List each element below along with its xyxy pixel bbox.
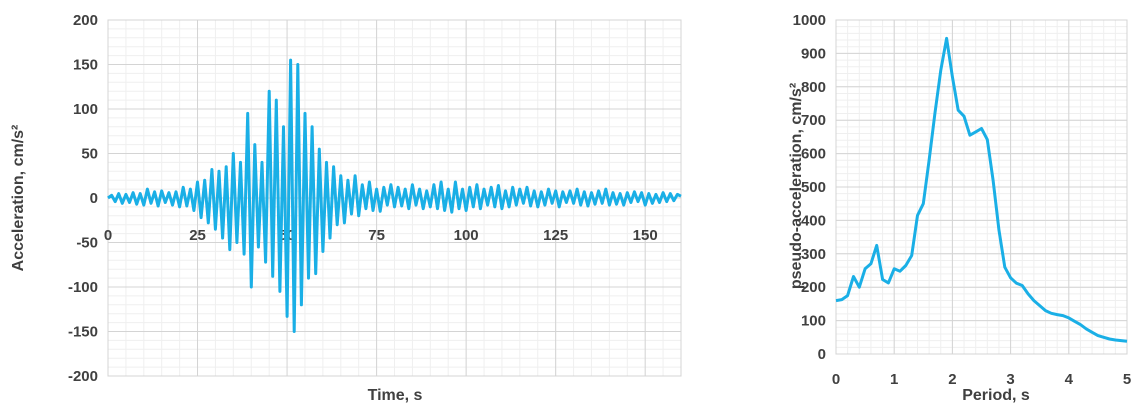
y-tick-labels: 0 100 200 300 400 500 600 700 800 900 1000 [793,12,826,363]
y-tick-label: -100 [68,279,98,296]
y-tick-label: 900 [801,45,826,62]
x-tick-label: 4 [1065,371,1074,388]
x-axis-title: Period, s [962,387,1030,404]
y-axis-title: Acceleration, cm/s² [10,125,27,272]
acceleration-time-chart: -200 -150 -100 -50 0 50 100 150 200 0 25 50 75 100 12… [10,12,682,404]
x-tick-label: 75 [368,227,385,244]
y-tick-label: 100 [801,313,826,330]
x-tick-label: 0 [104,227,112,244]
x-tick-label: 2 [948,371,956,388]
x-tick-label: 3 [1006,371,1014,388]
y-tick-label: 800 [801,79,826,96]
y-tick-label: 150 [73,57,98,74]
x-tick-label: 0 [832,371,840,388]
y-tick-label: 400 [801,212,826,229]
pseudo-acceleration-series-line [835,36,1128,343]
y-tick-label: 600 [801,146,826,163]
y-tick-label: -200 [68,368,98,385]
y-tick-label: 200 [73,12,98,29]
plot-border [835,19,1128,355]
y-tick-label: 200 [801,279,826,296]
x-tick-labels: 0 1 2 3 4 5 [832,371,1131,388]
acceleration-series-line [107,58,682,333]
y-tick-label: 1000 [793,12,826,29]
y-tick-label: 300 [801,246,826,263]
y-tick-label: -150 [68,324,98,341]
x-axis-title: Time, s [368,387,423,404]
y-tick-label: 700 [801,112,826,129]
y-tick-labels: -200 -150 -100 -50 0 50 100 150 200 [68,12,98,385]
x-tick-label: 5 [1123,371,1131,388]
y-axis-title: pseudo-acceleration, cm/s² [788,83,805,289]
x-tick-label: 25 [189,227,206,244]
y-tick-label: 50 [81,146,98,163]
y-tick-label: 0 [90,190,98,207]
y-tick-label: 0 [818,346,826,363]
x-tick-label: 150 [633,227,658,244]
y-tick-label: -50 [76,235,98,252]
x-tick-label: 1 [890,371,898,388]
x-tick-label: 100 [454,227,479,244]
y-tick-label: 500 [801,179,826,196]
grid [835,19,1128,355]
x-tick-label: 125 [543,227,568,244]
y-tick-label: 100 [73,101,98,118]
x-tick-labels: 0 25 50 75 100 125 150 [104,227,658,244]
